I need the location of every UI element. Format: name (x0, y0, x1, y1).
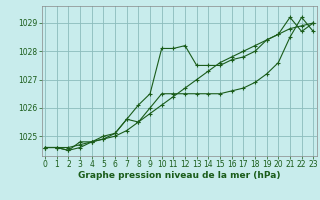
X-axis label: Graphe pression niveau de la mer (hPa): Graphe pression niveau de la mer (hPa) (78, 171, 280, 180)
